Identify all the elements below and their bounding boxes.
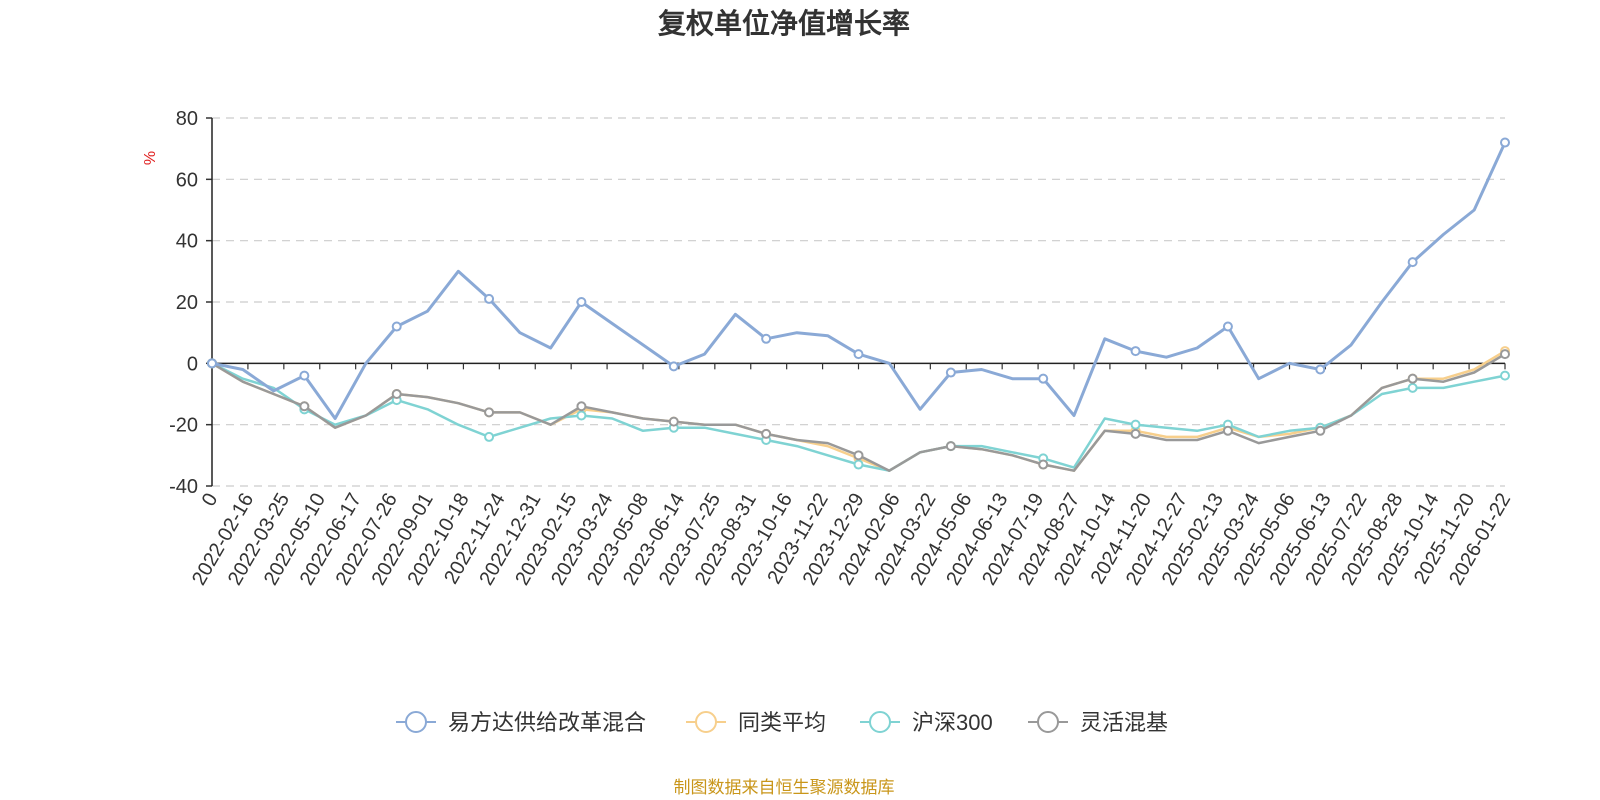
data-point xyxy=(668,361,679,372)
data-point xyxy=(299,401,310,412)
data-point xyxy=(391,389,402,399)
data-point xyxy=(299,370,310,381)
data-point xyxy=(1315,425,1326,436)
data-point xyxy=(1500,137,1510,148)
data-point xyxy=(1500,370,1510,381)
legend-item[interactable]: 同类平均 xyxy=(686,710,826,735)
gridlines xyxy=(212,117,1505,487)
legend-label: 同类平均 xyxy=(738,710,826,735)
data-point xyxy=(1130,428,1141,439)
data-point xyxy=(1407,373,1418,384)
y-axis-label: % xyxy=(142,151,159,165)
data-point xyxy=(1500,349,1510,360)
y-tick-label: -40 xyxy=(169,476,198,498)
data-point xyxy=(1407,382,1418,393)
y-tick-label: 20 xyxy=(176,292,198,314)
data-point xyxy=(1038,373,1049,384)
data-point xyxy=(484,407,495,418)
data-point xyxy=(576,401,587,412)
data-point xyxy=(576,297,587,307)
legend-label: 沪深300 xyxy=(912,710,993,735)
data-point xyxy=(391,321,402,332)
data-point xyxy=(1315,364,1326,375)
source-note: 制图数据来自恒生聚源数据库 xyxy=(674,778,895,797)
series-lines xyxy=(207,137,1510,472)
data-point xyxy=(945,367,956,378)
data-point xyxy=(853,459,864,470)
data-point xyxy=(761,333,772,344)
legend-item[interactable]: 易方达供给改革混合 xyxy=(396,710,646,735)
data-point xyxy=(945,441,956,452)
data-point xyxy=(1130,419,1141,430)
data-point xyxy=(484,431,495,442)
data-point xyxy=(761,428,772,439)
data-point xyxy=(853,450,864,461)
legend-label: 灵活混基 xyxy=(1080,710,1168,735)
legend-marker-icon xyxy=(1037,711,1059,733)
data-point xyxy=(1222,425,1233,436)
data-point xyxy=(668,416,679,427)
y-tick-label: 60 xyxy=(176,169,198,191)
x-tick-label: 0 xyxy=(198,490,223,511)
y-axis-ticks: 80 60 40 20 0 -20 -40 xyxy=(169,108,212,498)
legend-item[interactable]: 沪深300 xyxy=(860,710,993,735)
y-tick-label: -20 xyxy=(169,415,198,437)
chart-title: 复权单位净值增长率 xyxy=(658,7,910,39)
legend-item[interactable]: 灵活混基 xyxy=(1028,710,1168,735)
series-0 xyxy=(207,137,1510,420)
legend-marker-icon xyxy=(869,711,891,733)
legend-label: 易方达供给改革混合 xyxy=(448,710,646,735)
data-point xyxy=(576,410,587,421)
legend-marker-icon xyxy=(695,711,717,733)
y-tick-label: 0 xyxy=(187,353,198,375)
legend[interactable]: 易方达供给改革混合 同类平均 沪深300 灵活混基 xyxy=(396,710,1168,735)
data-point xyxy=(484,293,495,304)
data-point xyxy=(1222,321,1233,332)
series-line xyxy=(211,141,1507,420)
y-tick-label: 80 xyxy=(176,108,198,130)
data-point xyxy=(853,349,864,360)
data-point xyxy=(1407,257,1418,268)
x-axis-ticks: 02022-02-162022-03-252022-05-102022-06-1… xyxy=(188,363,1515,589)
data-point xyxy=(1038,459,1049,470)
legend-marker-icon xyxy=(405,711,427,733)
data-point xyxy=(1130,346,1141,357)
y-tick-label: 40 xyxy=(176,231,198,253)
data-point xyxy=(207,358,217,369)
